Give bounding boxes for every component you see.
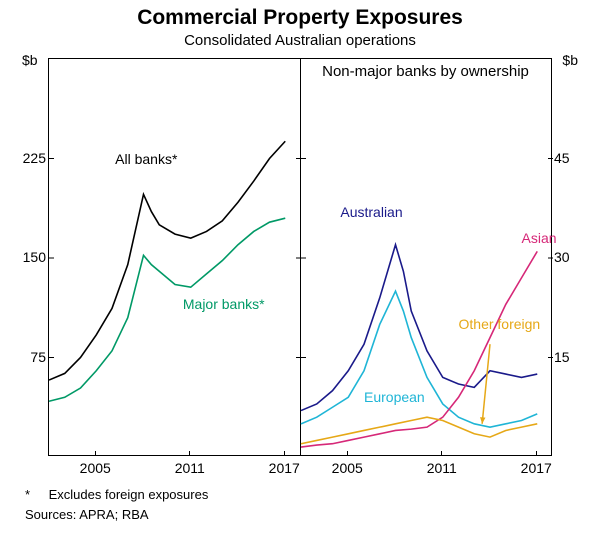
ytick-left: 150 [18,249,46,265]
chart-subtitle: Consolidated Australian operations [0,30,600,49]
xtick: 2005 [80,460,111,476]
ytick-right: 15 [554,349,582,365]
xtick: 2017 [521,460,552,476]
label-major-banks: Major banks* [183,296,265,312]
series-svg [49,59,551,455]
plot-area: Non-major banks by ownership All banks* M… [48,58,552,456]
ytick-left: 225 [18,150,46,166]
chart-title: Commercial Property Exposures [0,0,600,30]
footnote: * Excludes foreign exposures [25,487,208,502]
ytick-right: 45 [554,150,582,166]
footnote-text: Excludes foreign exposures [49,487,209,502]
sources: Sources: APRA; RBA [25,507,149,522]
footnote-marker: * [25,487,45,502]
xtick: 2005 [332,460,363,476]
ytick-left: 75 [18,349,46,365]
right-y-unit: $b [562,52,578,68]
right-panel-title: Non-major banks by ownership [320,63,531,80]
label-australian: Australian [340,204,402,220]
label-asian: Asian [522,230,557,246]
chart-container: Commercial Property Exposures Consolidat… [0,0,600,534]
label-other-foreign: Other foreign [459,316,541,332]
label-european: European [364,389,425,405]
series-other-foreign [301,417,537,444]
xtick: 2011 [427,460,457,476]
ytick-right: 30 [554,249,582,265]
label-all-banks: All banks* [115,151,177,167]
left-y-unit: $b [22,52,38,68]
xtick: 2011 [175,460,205,476]
series-asian [301,251,537,447]
xtick: 2017 [269,460,300,476]
series-all-banks [49,141,285,380]
